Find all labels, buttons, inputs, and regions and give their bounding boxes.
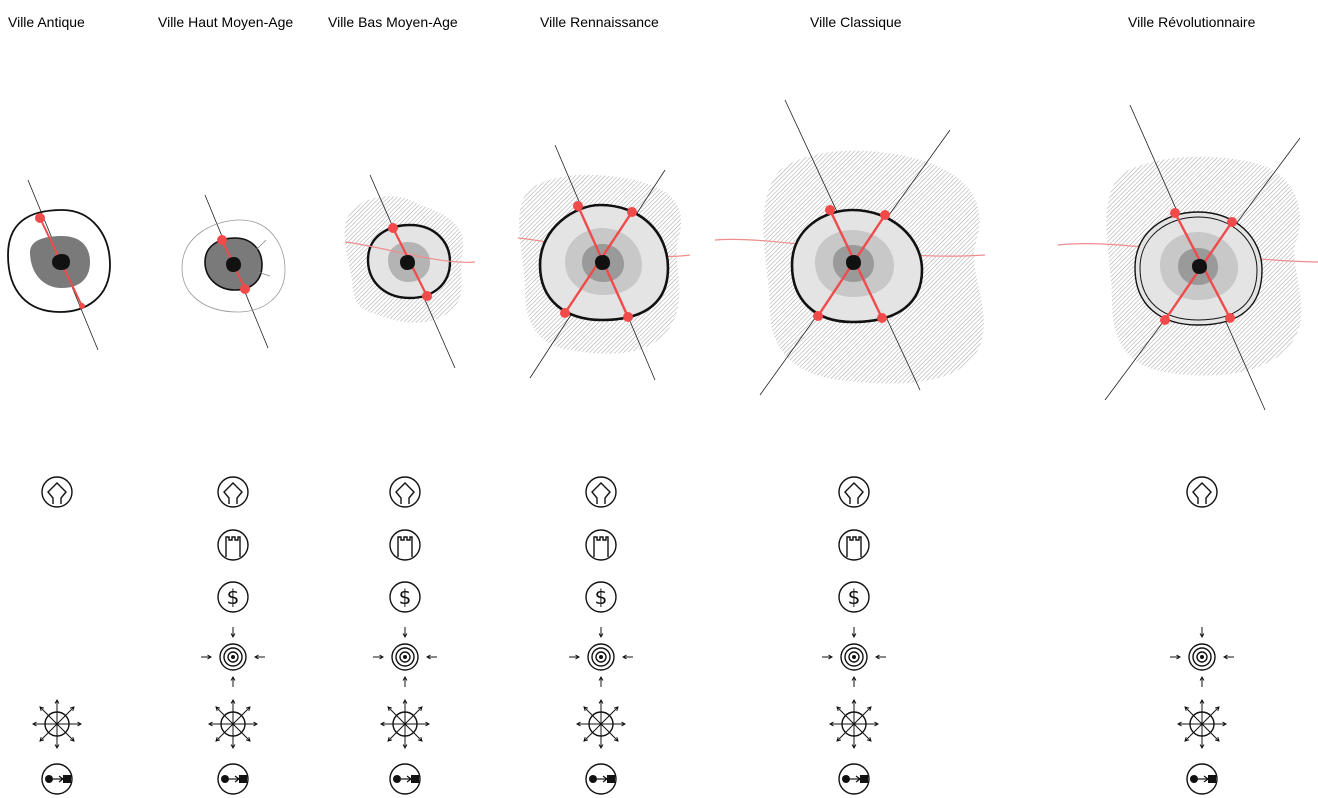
city-gate [573, 201, 583, 211]
city-gate [240, 284, 250, 294]
column-title-antique: Ville Antique [8, 14, 85, 30]
radiating-routes-icon [379, 698, 431, 750]
radiating-routes-icon [828, 698, 880, 750]
concentric-target-icon [373, 627, 437, 687]
trade-arrow-icon [1186, 763, 1218, 795]
city-gate [388, 223, 398, 233]
dollar-icon: $ [217, 581, 249, 613]
concentric-target-icon [569, 627, 633, 687]
city-gate [627, 207, 637, 217]
city-center [52, 254, 70, 270]
city-wall [7, 209, 111, 313]
city-gate [560, 308, 570, 318]
trade-arrow-icon [217, 763, 249, 795]
temple-icon [838, 476, 870, 508]
column-title-revolutionnaire: Ville Révolutionnaire [1128, 14, 1256, 30]
city-gate [825, 205, 835, 215]
svg-text:$: $ [848, 585, 861, 609]
city-center [595, 255, 610, 270]
radiating-routes-icon [31, 698, 83, 750]
temple-icon [1186, 476, 1218, 508]
radiating-routes-icon [575, 698, 627, 750]
city-center [400, 255, 415, 270]
trade-arrow-icon [585, 763, 617, 795]
city-gate [422, 291, 432, 301]
dollar-icon: $ [389, 581, 421, 613]
column-title-renaissance: Ville Rennaissance [540, 14, 659, 30]
city-diagram-classique [714, 99, 986, 396]
road [255, 239, 267, 251]
tower-icon [838, 529, 870, 561]
city-gate [813, 311, 823, 321]
city-gate [35, 213, 45, 223]
svg-text:$: $ [399, 585, 412, 609]
city-diagram-antique [7, 179, 111, 351]
column-title-haut-moyen-age: Ville Haut Moyen-Age [158, 14, 293, 30]
city-gate [1160, 315, 1170, 325]
dollar-icon: $ [585, 581, 617, 613]
city-gate [1170, 208, 1180, 218]
city-gate [877, 313, 887, 323]
svg-text:$: $ [595, 585, 608, 609]
concentric-target-icon [1170, 627, 1234, 687]
radiating-routes-icon [207, 698, 259, 750]
temple-icon [585, 476, 617, 508]
dollar-icon: $ [838, 581, 870, 613]
temple-icon [41, 476, 73, 508]
city-gate [79, 303, 85, 309]
city-center [846, 255, 861, 270]
concentric-target-icon [822, 627, 886, 687]
tower-icon [389, 529, 421, 561]
temple-icon [389, 476, 421, 508]
column-titles: Ville Antique Ville Haut Moyen-Age Ville… [8, 14, 1256, 30]
trade-arrow-icon [838, 763, 870, 795]
column-title-bas-moyen-age: Ville Bas Moyen-Age [328, 14, 458, 30]
city-gate [1225, 313, 1235, 323]
city-center [1192, 259, 1207, 274]
trade-arrow-icon [389, 763, 421, 795]
city-center [226, 257, 241, 272]
column-title-classique: Ville Classique [810, 14, 902, 30]
trade-arrow-icon [41, 763, 73, 795]
city-wall-inner [1139, 216, 1258, 321]
concentric-target-icon [201, 627, 265, 687]
radiating-routes-icon [1176, 698, 1228, 750]
city-diagram-revolutionnaire [1057, 104, 1318, 411]
svg-text:$: $ [227, 585, 240, 609]
city-gate [880, 210, 890, 220]
city-gate [217, 235, 227, 245]
city-diagram-bas-moyen-age [344, 174, 476, 369]
tower-icon [585, 529, 617, 561]
city-gate [1227, 217, 1237, 227]
city-diagram-haut-moyen-age [181, 194, 286, 349]
secondary-axis [344, 241, 476, 263]
tower-icon [217, 529, 249, 561]
function-icon-grid: $ $ $ $ [31, 476, 1234, 795]
city-gate [623, 312, 633, 322]
temple-icon [217, 476, 249, 508]
city-diagram-renaissance [517, 144, 691, 381]
outer-boundary [181, 219, 286, 313]
road [257, 271, 271, 277]
